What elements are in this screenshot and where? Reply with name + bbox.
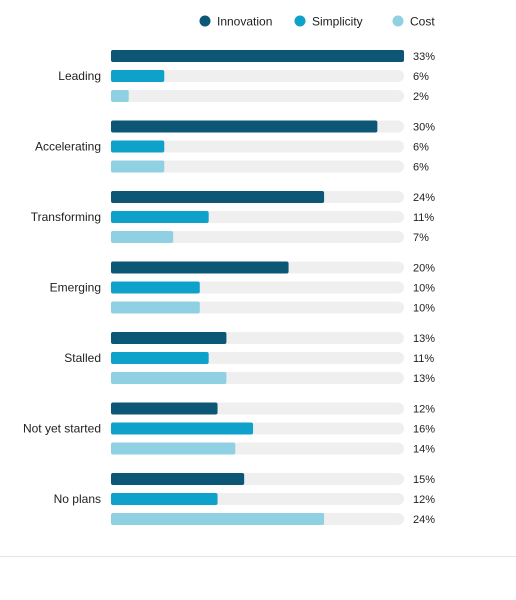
data-label: 11% — [413, 212, 434, 224]
bar — [111, 261, 289, 274]
legend-label: Cost — [410, 15, 435, 29]
data-label: 12% — [413, 404, 435, 416]
category-label: Leading — [58, 69, 101, 83]
bar-group: 20% 10% 10% Emerging — [50, 261, 435, 315]
bar-group: 15% 12% 24% No plans — [54, 473, 435, 526]
bar — [111, 211, 209, 223]
data-label: 6% — [413, 162, 429, 174]
bar — [111, 402, 218, 415]
bar — [111, 422, 254, 435]
data-label: 13% — [413, 333, 435, 345]
bar — [111, 281, 200, 294]
data-label: 10% — [413, 283, 435, 295]
bar — [111, 352, 209, 364]
legend: Innovation Simplicity Cost — [199, 15, 435, 29]
data-label: 11% — [413, 353, 434, 365]
bar — [111, 50, 404, 62]
bar-track — [111, 70, 404, 82]
bar-group: 12% 16% 14% Not yet started — [23, 402, 435, 456]
bottom-divider — [0, 556, 516, 557]
bar-track — [111, 140, 404, 153]
category-label: No plans — [54, 492, 101, 506]
bar — [111, 493, 218, 505]
category-label: Accelerating — [35, 140, 101, 154]
data-label: 24% — [413, 514, 435, 526]
bar-group: 33% 6% 2% Leading — [58, 50, 435, 103]
data-label: 2% — [413, 91, 429, 103]
legend-label: Simplicity — [312, 15, 363, 29]
bar — [111, 140, 165, 153]
bar-track — [111, 90, 404, 102]
legend-swatch — [392, 15, 404, 27]
data-label: 7% — [413, 232, 429, 244]
legend-item: Simplicity — [294, 15, 363, 29]
category-label: Stalled — [64, 351, 101, 365]
data-label: 13% — [413, 373, 435, 385]
bar — [111, 372, 227, 384]
bar — [111, 301, 200, 314]
legend-item: Innovation — [199, 15, 272, 29]
data-label: 20% — [413, 263, 435, 275]
bar — [111, 473, 245, 485]
bar-group: 24% 11% 7% Transforming — [31, 191, 435, 244]
data-label: 12% — [413, 494, 435, 506]
data-label: 6% — [413, 142, 429, 154]
bar — [111, 231, 174, 243]
bar — [111, 90, 129, 102]
bar-track — [111, 160, 404, 173]
bar — [111, 160, 165, 173]
bar-group: 13% 11% 13% Stalled — [64, 332, 435, 385]
data-label: 30% — [413, 122, 435, 134]
bar — [111, 120, 378, 133]
bar-track — [111, 231, 404, 243]
data-label: 24% — [413, 192, 435, 204]
legend-swatch — [294, 15, 306, 27]
bar — [111, 70, 165, 82]
category-label: Transforming — [31, 210, 101, 224]
category-label: Emerging — [50, 281, 101, 295]
category-label: Not yet started — [23, 422, 101, 436]
bar-group: 30% 6% 6% Accelerating — [35, 120, 435, 174]
data-label: 6% — [413, 71, 429, 83]
data-label: 16% — [413, 424, 435, 436]
bar — [111, 513, 325, 525]
legend-item: Cost — [392, 15, 435, 29]
data-label: 10% — [413, 303, 435, 315]
legend-label: Innovation — [217, 15, 272, 29]
data-label: 15% — [413, 474, 435, 486]
bar — [111, 191, 325, 203]
data-label: 33% — [413, 51, 435, 63]
bar — [111, 442, 236, 455]
bar — [111, 332, 227, 344]
data-label: 14% — [413, 444, 435, 456]
legend-swatch — [199, 15, 211, 27]
